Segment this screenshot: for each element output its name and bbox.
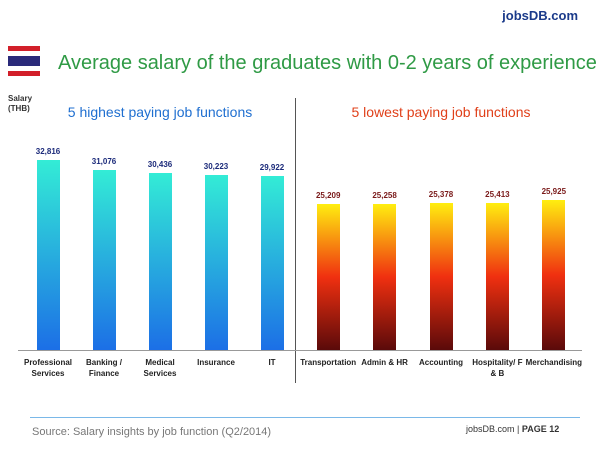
x-tick-label: Merchandising bbox=[525, 358, 583, 367]
panel-title: 5 highest paying job functions bbox=[67, 104, 253, 120]
x-tick-label: IT bbox=[268, 358, 276, 367]
page: PAGE 12 bbox=[521, 424, 560, 434]
value-label: 31,076 bbox=[91, 156, 117, 166]
bar bbox=[373, 203, 397, 350]
flag bbox=[8, 46, 40, 76]
bar bbox=[92, 169, 116, 350]
source: Source: Salary insights by job function … bbox=[32, 426, 272, 438]
logo: jobsDB.com bbox=[502, 8, 578, 23]
value-label: 25,413 bbox=[485, 189, 510, 199]
x-tick-label: Transportation bbox=[300, 358, 357, 367]
bar bbox=[260, 176, 284, 350]
value-label: 25,378 bbox=[428, 189, 454, 199]
x-tick-label: Banking / Finance bbox=[85, 358, 122, 378]
y-label-line: (THB) bbox=[8, 104, 30, 113]
y-label: Salary (THB) bbox=[8, 94, 32, 114]
bar bbox=[542, 199, 566, 350]
x-tick-label: Admin & HR bbox=[361, 358, 408, 367]
panel-title: 5 lowest paying job functions bbox=[351, 104, 531, 120]
bar bbox=[429, 202, 453, 350]
x-tick-label: Professional Services bbox=[23, 358, 72, 378]
x-tick-label: Insurance bbox=[197, 358, 235, 367]
bar bbox=[316, 203, 340, 350]
site: jobsDB.com bbox=[466, 424, 515, 434]
value-label: 30,223 bbox=[203, 161, 229, 171]
value-label: 30,436 bbox=[147, 160, 173, 170]
x-tick-label: Hospitality/ F & B bbox=[472, 358, 523, 378]
page-number: jobsDB.com | PAGE 12 bbox=[466, 424, 560, 434]
divider bbox=[295, 98, 296, 383]
value-label: 29,922 bbox=[259, 163, 285, 173]
bar bbox=[485, 202, 509, 350]
footer-line bbox=[30, 417, 580, 418]
bar bbox=[204, 174, 228, 350]
bar bbox=[148, 173, 172, 350]
y-label-line: Salary bbox=[8, 94, 33, 103]
value-label: 25,209 bbox=[315, 190, 341, 200]
baseline bbox=[18, 350, 582, 351]
title: Average salary of the graduates with 0-2… bbox=[58, 52, 597, 74]
x-tick-label: Accounting bbox=[418, 358, 463, 367]
value-label: 25,258 bbox=[372, 190, 397, 200]
value-label: 25,925 bbox=[541, 186, 567, 196]
bar bbox=[36, 159, 60, 350]
x-tick-label: Medical Services bbox=[143, 358, 177, 378]
value-label: 32,816 bbox=[35, 146, 61, 156]
